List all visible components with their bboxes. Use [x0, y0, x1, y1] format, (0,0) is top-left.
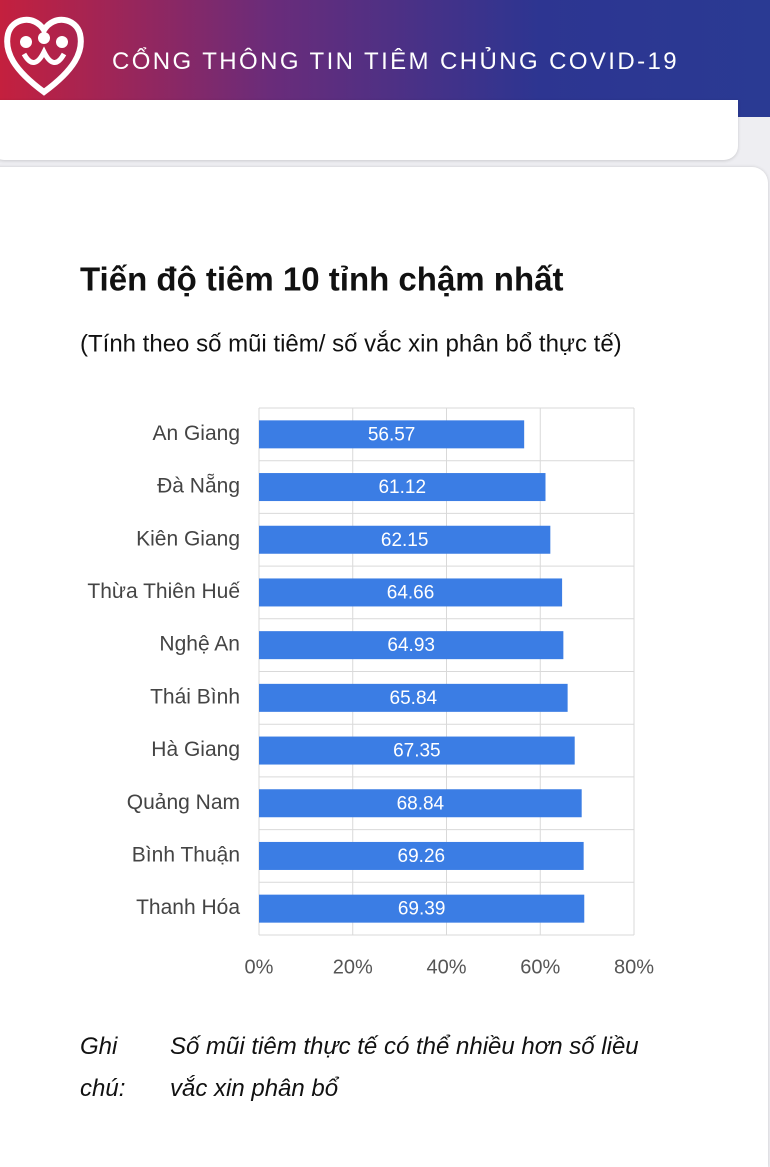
value-label: 61.12: [378, 477, 426, 498]
note-text: Số mũi tiêm thực tế có thể nhiều hơn số …: [170, 1033, 639, 1102]
bar: [259, 631, 564, 660]
value-label: 62.15: [381, 530, 429, 551]
y-tick-label: Thừa Thiên Huế: [87, 580, 240, 603]
value-label: 68.84: [397, 793, 445, 814]
y-tick-label: Thanh Hóa: [136, 896, 240, 919]
y-tick-label: Bình Thuận: [132, 843, 240, 866]
chart-title: Tiến độ tiêm 10 tỉnh chậm nhất: [80, 261, 563, 298]
y-tick-label: Nghệ An: [159, 633, 240, 656]
bar: [259, 525, 551, 554]
bar: [259, 841, 584, 870]
x-tick-label: 80%: [614, 956, 654, 978]
bar: [259, 789, 582, 818]
chart: Tiến độ tiêm 10 tỉnh chậm nhất (Tính the…: [80, 261, 654, 979]
bar: [259, 578, 563, 607]
value-label: 67.35: [393, 741, 441, 762]
value-label: 69.26: [398, 846, 446, 867]
bar: [259, 894, 585, 923]
x-tick-label: 40%: [426, 956, 466, 978]
y-tick-label: Quảng Nam: [127, 791, 240, 814]
bar: [259, 473, 546, 502]
y-tick-label: An Giang: [152, 422, 240, 445]
card: [0, 167, 768, 1167]
value-label: 64.66: [387, 582, 435, 603]
value-label: 65.84: [390, 688, 438, 709]
note-label: Ghi chú:: [80, 1033, 126, 1102]
bar: [259, 683, 568, 712]
y-tick-label: Đà Nẵng: [157, 475, 240, 498]
value-label: 64.93: [387, 635, 435, 656]
x-tick-label: 0%: [245, 956, 274, 978]
header-title: CỔNG THÔNG TIN TIÊM CHỦNG COVID-19: [112, 48, 679, 75]
x-tick-label: 20%: [333, 956, 373, 978]
value-label: 56.57: [368, 424, 416, 445]
x-tick-label: 60%: [520, 956, 560, 978]
y-tick-label: Hà Giang: [151, 738, 240, 761]
logo: [4, 17, 84, 96]
card: [0, 100, 738, 160]
y-tick-label: Kiên Giang: [136, 527, 240, 550]
header: CỔNG THÔNG TIN TIÊM CHỦNG COVID-19: [0, 0, 770, 117]
chart-subtitle: (Tính theo số mũi tiêm/ số vắc xin phân …: [80, 330, 622, 357]
bar: [259, 736, 575, 765]
y-tick-label: Thái Bình: [150, 685, 240, 708]
value-label: 69.39: [398, 899, 446, 920]
bar: [259, 420, 525, 449]
